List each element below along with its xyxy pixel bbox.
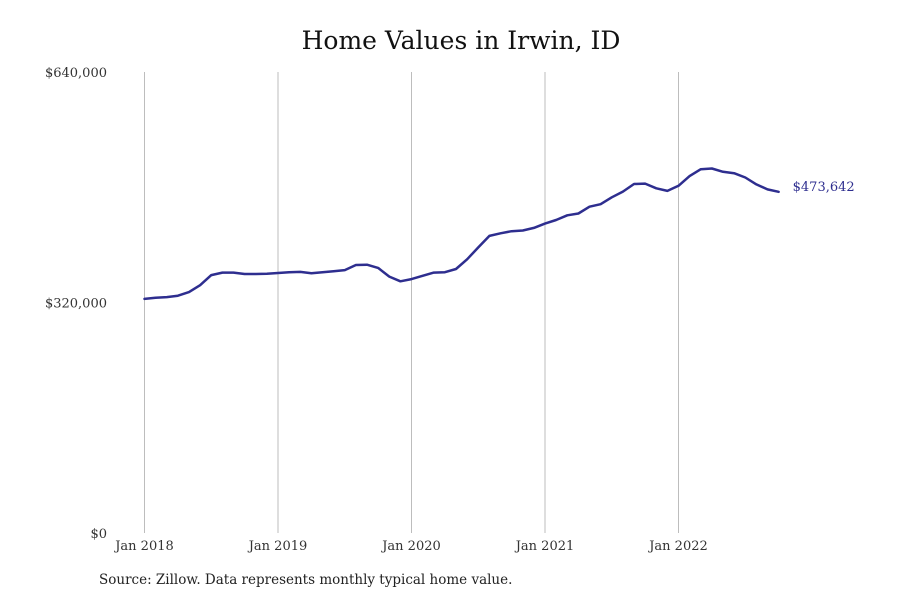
x-tick-label: Jan 2018: [113, 539, 174, 554]
source-note: Source: Zillow. Data represents monthly …: [99, 572, 513, 588]
y-tick-label: $640,000: [45, 66, 107, 81]
x-tick-label: Jan 2021: [514, 539, 575, 554]
end-value-label: $473,642: [793, 180, 855, 195]
x-tick-label: Jan 2019: [247, 539, 308, 554]
x-tick-label: Jan 2022: [647, 539, 708, 554]
series-line: [143, 167, 780, 301]
y-tick-label: $0: [90, 527, 107, 542]
y-tick-label: $320,000: [45, 297, 107, 312]
chart-title: Home Values in Irwin, ID: [301, 26, 621, 55]
x-tick-label: Jan 2020: [380, 539, 441, 554]
